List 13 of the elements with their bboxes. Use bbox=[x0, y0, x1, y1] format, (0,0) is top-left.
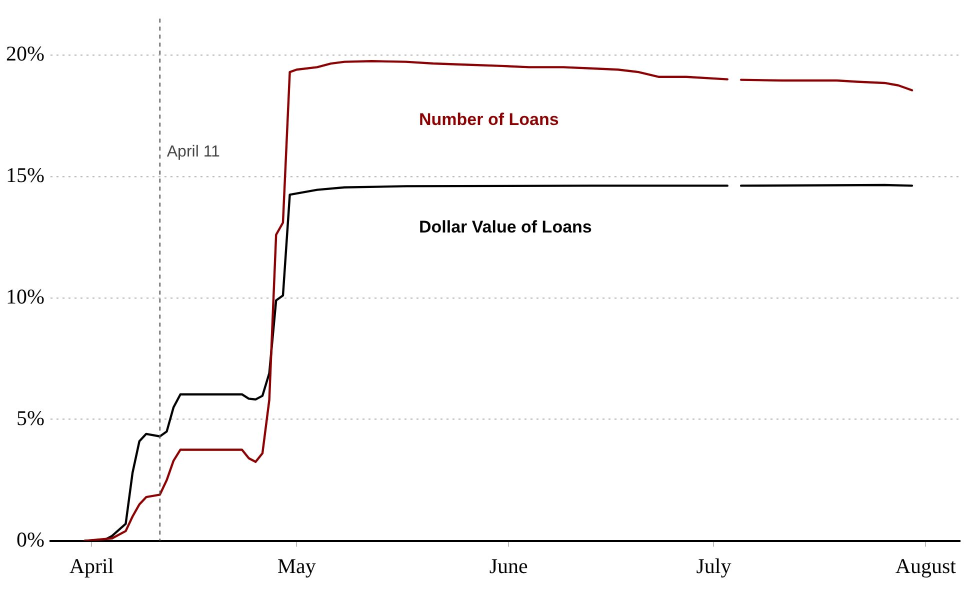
x-tick-label: April bbox=[69, 554, 114, 578]
y-tick-label: 20% bbox=[6, 42, 44, 66]
y-tick-label: 10% bbox=[6, 284, 44, 308]
y-tick-label: 5% bbox=[16, 406, 44, 430]
x-tick-label: August bbox=[895, 554, 956, 578]
y-tick-label: 0% bbox=[16, 527, 44, 552]
y-tick-label: 15% bbox=[6, 162, 44, 187]
ref-line-label: April 11 bbox=[166, 144, 220, 161]
x-tick-label: July bbox=[696, 554, 732, 578]
x-tick-label: May bbox=[277, 554, 316, 578]
series-label: Dollar Value of Loans bbox=[419, 217, 592, 236]
x-tick-label: June bbox=[489, 554, 528, 578]
text: Number of Loans bbox=[419, 110, 559, 129]
